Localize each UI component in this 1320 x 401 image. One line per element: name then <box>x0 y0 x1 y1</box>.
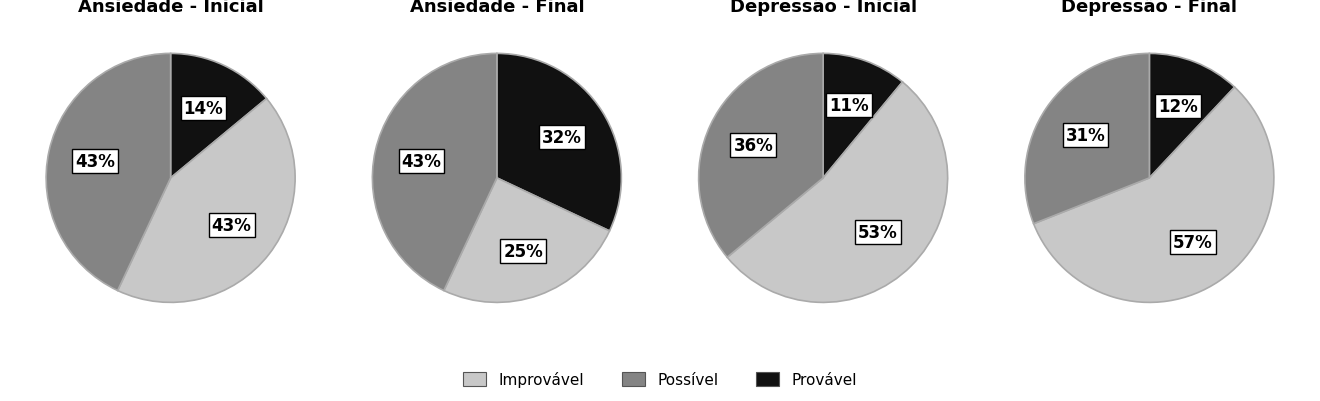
Text: 14%: 14% <box>183 100 223 118</box>
Wedge shape <box>1034 88 1274 303</box>
Text: 53%: 53% <box>858 224 898 242</box>
Text: 43%: 43% <box>75 153 115 171</box>
Legend: Improvável, Possível, Provável: Improvável, Possível, Provável <box>457 365 863 393</box>
Title: Depressão - Final: Depressão - Final <box>1061 0 1237 16</box>
Text: 25%: 25% <box>503 242 543 260</box>
Wedge shape <box>1024 54 1150 224</box>
Wedge shape <box>372 54 496 291</box>
Wedge shape <box>824 54 903 178</box>
Text: 31%: 31% <box>1065 126 1105 144</box>
Wedge shape <box>698 54 824 257</box>
Text: 43%: 43% <box>401 153 441 171</box>
Wedge shape <box>46 54 170 291</box>
Text: 43%: 43% <box>211 217 252 235</box>
Text: 11%: 11% <box>829 97 869 115</box>
Text: 32%: 32% <box>543 128 582 146</box>
Title: Ansiedade - Inicial: Ansiedade - Inicial <box>78 0 264 16</box>
Title: Depressão - Inicial: Depressão - Inicial <box>730 0 916 16</box>
Wedge shape <box>444 178 610 303</box>
Text: 36%: 36% <box>734 137 774 155</box>
Title: Ansiedade - Final: Ansiedade - Final <box>409 0 585 16</box>
Wedge shape <box>1150 54 1234 178</box>
Wedge shape <box>496 54 622 231</box>
Text: 57%: 57% <box>1173 233 1213 251</box>
Wedge shape <box>170 54 267 178</box>
Wedge shape <box>727 83 948 303</box>
Text: 12%: 12% <box>1158 98 1197 116</box>
Wedge shape <box>117 99 296 303</box>
